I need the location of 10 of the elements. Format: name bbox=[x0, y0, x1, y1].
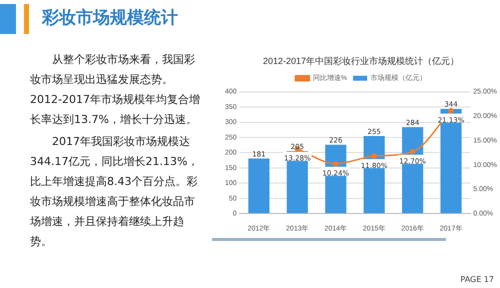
text: 2017年我国彩妆市场规模达344.17亿元，同比增长21.13%，比上年增速提高8.43个百分点。彩妆市场规模增速高于整体化妆品市场增速，并且保持着继续上升趋势。 bbox=[30, 134, 200, 250]
point bbox=[333, 160, 339, 166]
point bbox=[448, 108, 454, 114]
text: 从整个彩妆市场来看，我国彩妆市场呈现出迅猛发展态势。2012-2017年市场规模年均复合增长率达到13.7%，增长十分迅速。 bbox=[30, 52, 201, 128]
text: PAGE 17 bbox=[460, 275, 494, 284]
point bbox=[410, 148, 416, 154]
bar bbox=[248, 158, 270, 214]
point bbox=[371, 153, 377, 159]
chart-title: 2012-2017年中国彩妆行业市场规模统计（亿元） bbox=[262, 56, 460, 66]
text: 彩妆市场规模统计 bbox=[42, 7, 178, 29]
